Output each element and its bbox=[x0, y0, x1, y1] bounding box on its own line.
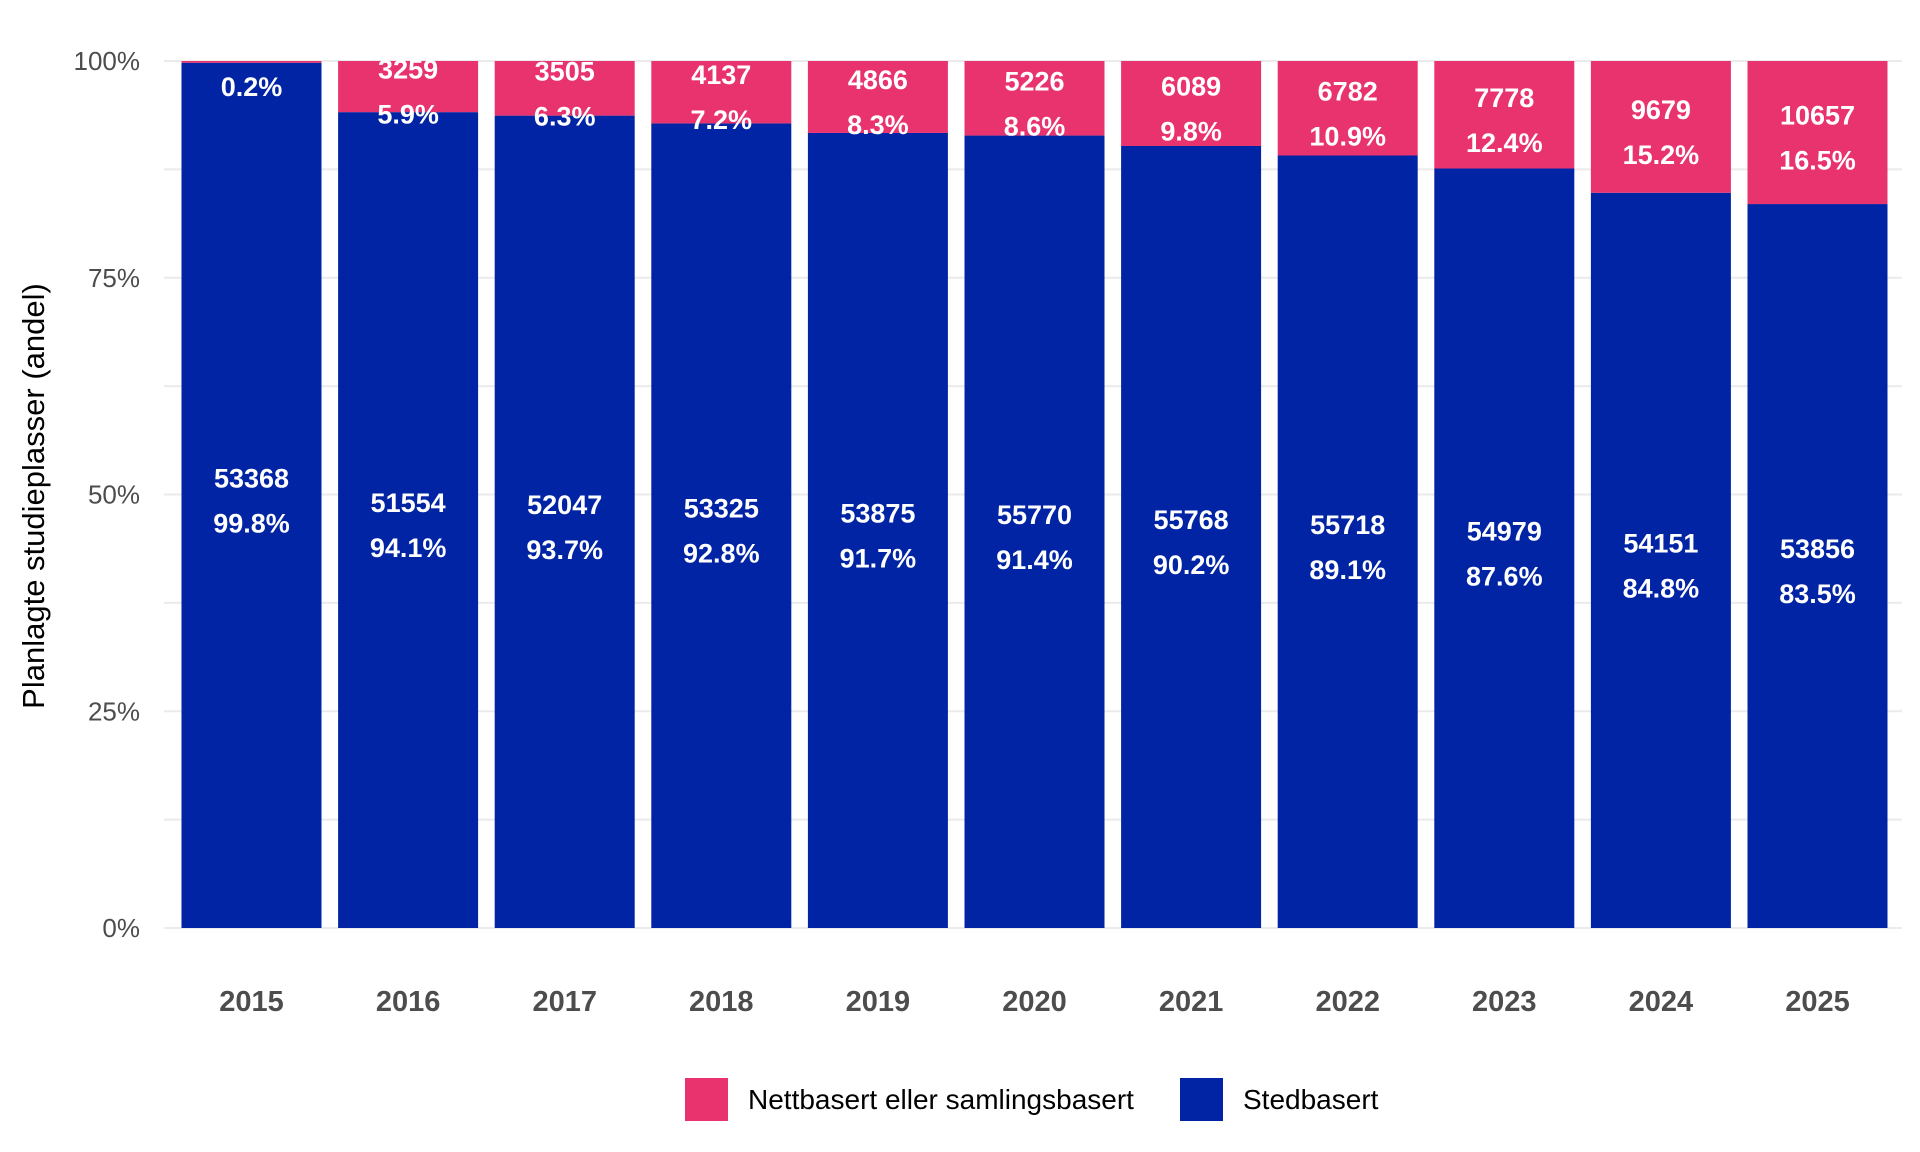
x-tick-label: 2021 bbox=[1159, 986, 1224, 1018]
bar-label-stedbasert-count: 53368 bbox=[214, 463, 289, 493]
bar-label-nettbasert-count: 7778 bbox=[1474, 83, 1534, 113]
bar-label-stedbasert-count: 55718 bbox=[1310, 510, 1385, 540]
bar-label-stedbasert-pct: 93.7% bbox=[526, 535, 603, 565]
bar-label-nettbasert-pct: 7.2% bbox=[691, 105, 753, 135]
bar-label-nettbasert-count: 4866 bbox=[848, 65, 908, 95]
y-tick-label: 100% bbox=[74, 46, 141, 76]
x-tick-label: 2023 bbox=[1472, 986, 1537, 1018]
bar-label-nettbasert-count: 6782 bbox=[1318, 76, 1378, 106]
bar-label-stedbasert-pct: 87.6% bbox=[1466, 561, 1543, 591]
bar-stedbasert bbox=[1590, 192, 1731, 928]
bar-nettbasert bbox=[1747, 61, 1888, 205]
bar-label-nettbasert-count: 6089 bbox=[1161, 71, 1221, 101]
bar-label-nettbasert-pct: 9.8% bbox=[1160, 116, 1222, 146]
x-tick-label: 2018 bbox=[689, 986, 754, 1018]
bar-stedbasert bbox=[651, 123, 792, 928]
x-tick-label: 2017 bbox=[532, 986, 597, 1018]
bar-label-nettbasert-pct: 15.2% bbox=[1623, 140, 1700, 170]
bar-label-stedbasert-count: 55770 bbox=[997, 500, 1072, 530]
legend-label: Stedbasert bbox=[1243, 1084, 1379, 1115]
x-tick-label: 2015 bbox=[219, 986, 284, 1018]
y-axis-ticks: 0% 25% 50% 75% 100% bbox=[74, 46, 141, 943]
bar-label-nettbasert-count: 9679 bbox=[1631, 95, 1691, 125]
x-tick-label: 2025 bbox=[1785, 986, 1850, 1018]
bar-nettbasert bbox=[651, 61, 792, 124]
bar-label-nettbasert-pct: 0.2% bbox=[221, 72, 283, 102]
bar-label-nettbasert-count: 5226 bbox=[1004, 66, 1064, 96]
x-tick-label: 2019 bbox=[846, 986, 911, 1018]
x-tick-label: 2016 bbox=[376, 986, 441, 1018]
bar-nettbasert bbox=[338, 61, 479, 113]
bar-label-stedbasert-count: 52047 bbox=[527, 490, 602, 520]
bar-stedbasert bbox=[1747, 204, 1888, 928]
bar-label-stedbasert-count: 51554 bbox=[371, 488, 446, 518]
bar-labels: 53368 99.8% 0.2% 51554 94.1% 3259 5.9% 52047 93.… bbox=[213, 55, 1856, 609]
bar-label-stedbasert-pct: 94.1% bbox=[370, 533, 447, 563]
bar-nettbasert bbox=[1590, 61, 1731, 193]
bar-nettbasert bbox=[494, 61, 635, 116]
bar-label-stedbasert-pct: 99.8% bbox=[213, 508, 290, 538]
bar-nettbasert bbox=[964, 61, 1105, 136]
bar-label-nettbasert-pct: 10.9% bbox=[1309, 121, 1386, 151]
bar-label-nettbasert-pct: 12.4% bbox=[1466, 128, 1543, 158]
y-tick-label: 25% bbox=[88, 696, 140, 726]
x-tick-label: 2020 bbox=[1002, 986, 1067, 1018]
bar-label-nettbasert-pct: 5.9% bbox=[377, 100, 439, 130]
bar-label-stedbasert-pct: 83.5% bbox=[1779, 579, 1856, 609]
bar-label-stedbasert-pct: 91.4% bbox=[996, 545, 1073, 575]
legend-swatch bbox=[685, 1078, 728, 1121]
y-tick-label: 75% bbox=[88, 263, 140, 293]
bar-label-stedbasert-pct: 89.1% bbox=[1309, 555, 1386, 585]
bar-nettbasert bbox=[1121, 61, 1262, 146]
bar-nettbasert bbox=[1277, 61, 1418, 156]
x-axis-ticks: 2015 2016 2017 2018 2019 2020 2021 2022 2023 2024… bbox=[219, 986, 1850, 1018]
bar-label-nettbasert-count: 3259 bbox=[378, 55, 438, 85]
bar-stedbasert bbox=[338, 112, 479, 928]
bar-label-stedbasert-pct: 91.7% bbox=[840, 543, 917, 573]
y-axis-title: Planlagte studieplasser (andel) bbox=[16, 283, 51, 709]
legend-label: Nettbasert eller samlingsbasert bbox=[748, 1084, 1134, 1115]
bars bbox=[181, 61, 1888, 929]
bar-nettbasert bbox=[181, 61, 322, 63]
bar-label-stedbasert-count: 53325 bbox=[684, 494, 759, 524]
y-tick-label: 0% bbox=[102, 913, 140, 943]
bar-stedbasert bbox=[181, 62, 322, 928]
bar-label-nettbasert-pct: 8.3% bbox=[847, 110, 909, 140]
bar-label-stedbasert-pct: 90.2% bbox=[1153, 550, 1230, 580]
y-tick-label: 50% bbox=[88, 480, 140, 510]
bar-label-stedbasert-count: 53856 bbox=[1780, 534, 1855, 564]
bar-stedbasert bbox=[494, 115, 635, 929]
bar-stedbasert bbox=[1434, 168, 1575, 928]
bar-label-nettbasert-pct: 8.6% bbox=[1004, 111, 1066, 141]
bar-label-stedbasert-pct: 84.8% bbox=[1623, 573, 1700, 603]
bar-label-stedbasert-count: 55768 bbox=[1154, 505, 1229, 535]
bar-label-nettbasert-count: 3505 bbox=[535, 56, 595, 86]
x-tick-label: 2022 bbox=[1315, 986, 1380, 1018]
legend: Nettbasert eller samlingsbasert Stedbaser… bbox=[685, 1078, 1379, 1121]
bar-label-stedbasert-count: 54979 bbox=[1467, 516, 1542, 546]
x-tick-label: 2024 bbox=[1629, 986, 1694, 1018]
bar-stedbasert bbox=[1277, 155, 1418, 929]
bar-label-stedbasert-count: 54151 bbox=[1623, 528, 1698, 558]
bar-label-nettbasert-pct: 16.5% bbox=[1779, 146, 1856, 176]
legend-swatch bbox=[1180, 1078, 1223, 1121]
bar-label-nettbasert-pct: 6.3% bbox=[534, 101, 596, 131]
bar-nettbasert bbox=[807, 61, 948, 133]
bar-label-stedbasert-pct: 92.8% bbox=[683, 539, 760, 569]
bar-stedbasert bbox=[1121, 145, 1262, 928]
bar-label-nettbasert-count: 4137 bbox=[691, 60, 751, 90]
bar-label-nettbasert-count: 10657 bbox=[1780, 101, 1855, 131]
bar-stedbasert bbox=[964, 135, 1105, 928]
bar-label-stedbasert-count: 53875 bbox=[840, 498, 915, 528]
bar-nettbasert bbox=[1434, 61, 1575, 169]
bar-stedbasert bbox=[807, 132, 948, 928]
